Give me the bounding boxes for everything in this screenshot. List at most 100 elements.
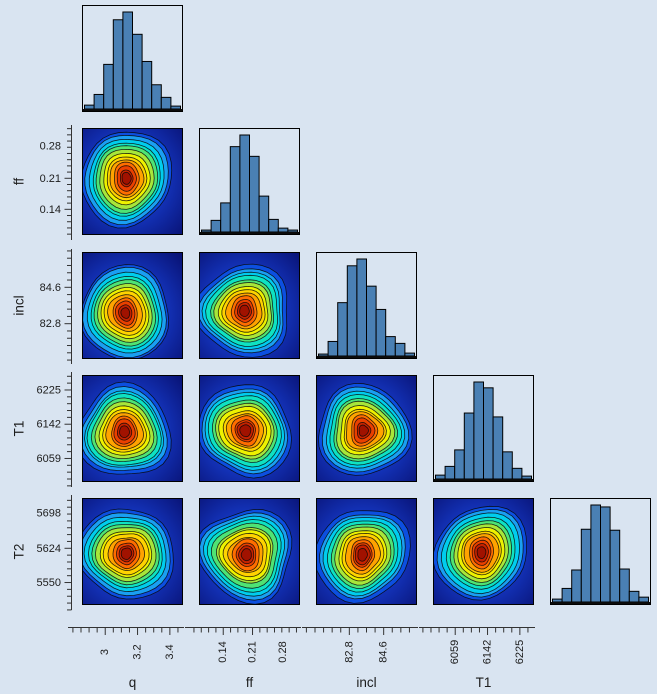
y-axis-ff: 0.14 0.21 0.28 ff — [12, 125, 72, 240]
y-axis-T1: 6059 6142 6225 T1 — [12, 372, 72, 487]
x-tick-label: 0.14 — [217, 641, 229, 662]
histogram-bar — [521, 475, 533, 480]
plot-frame — [316, 498, 417, 605]
histogram-bar — [93, 93, 105, 110]
histogram-bar — [327, 340, 339, 357]
density-incl-vs-q — [82, 252, 183, 359]
histogram-bar — [160, 96, 172, 110]
histogram-incl — [316, 252, 417, 359]
x-tick-label: 84.6 — [378, 641, 390, 662]
y-tick-label: 84.6 — [40, 282, 61, 294]
contour-level-12 — [240, 548, 252, 562]
x-tick-label: 3.4 — [164, 644, 176, 659]
histogram-bar — [122, 11, 134, 110]
histogram-baseline — [433, 479, 534, 482]
x-axis-incl: 82.8 84.6 incl — [302, 627, 418, 690]
plot-frame — [82, 5, 183, 112]
plot-frame — [82, 375, 183, 482]
y-tick-label: 5624 — [37, 543, 61, 555]
histogram-bar — [141, 60, 153, 110]
contour-rings — [316, 510, 411, 604]
histogram-T2 — [550, 498, 651, 605]
x-tick-label: 3 — [99, 649, 111, 655]
histogram-bar — [287, 229, 299, 233]
histogram-bar — [249, 155, 260, 233]
histogram-bar — [463, 412, 475, 480]
contour-rings — [433, 505, 528, 601]
histogram-bar — [552, 598, 563, 603]
histogram-bar — [356, 258, 368, 357]
plot-frame — [433, 375, 534, 482]
y-tick-label: 0.21 — [40, 173, 61, 185]
x-tick-label: 0.21 — [247, 641, 259, 662]
y-tick-label: 5550 — [37, 577, 61, 589]
histogram-bar — [404, 352, 416, 357]
contour-rings — [199, 384, 293, 479]
plot-frame — [550, 498, 651, 605]
histogram-bar — [132, 33, 143, 110]
plot-frame — [199, 252, 300, 359]
histogram-baseline — [82, 109, 183, 112]
contour-level-12 — [121, 171, 132, 185]
density-T2-vs-T1 — [433, 498, 534, 605]
y-tick-label: 6059 — [37, 453, 61, 465]
plot-frame — [316, 375, 417, 482]
histogram-bar — [454, 449, 465, 480]
y-tick-label: 82.8 — [40, 318, 61, 330]
density-T2-vs-q — [82, 498, 183, 605]
histogram-baseline — [199, 232, 300, 235]
contour-rings — [317, 382, 413, 476]
histogram-bar — [502, 451, 513, 480]
histogram-bar — [619, 568, 630, 603]
histogram-bar — [151, 84, 162, 110]
x-axis-title-incl: incl — [356, 675, 376, 690]
histogram-bar — [112, 19, 124, 110]
histogram-bar — [473, 381, 485, 480]
y-axis-title-T1: T1 — [12, 421, 27, 437]
contour-level-12 — [358, 424, 369, 437]
y-axis-incl: 82.8 84.6 incl — [12, 249, 72, 364]
histogram-bar — [609, 529, 621, 603]
y-axis-title-T2: T2 — [12, 544, 27, 560]
plot-frame — [199, 128, 300, 235]
x-axis-ff: 0.14 0.21 0.28 ff — [185, 627, 301, 690]
histogram-bar — [84, 104, 95, 110]
y-tick-label: 5698 — [37, 507, 61, 519]
x-tick-label: 82.8 — [343, 641, 355, 662]
plot-frame — [82, 252, 183, 359]
histogram-baseline — [316, 356, 417, 359]
histogram-bar — [346, 265, 358, 357]
y-axis-title-ff: ff — [12, 178, 27, 186]
histogram-T1 — [433, 375, 534, 482]
x-axis-q: 3 3.2 3.4 q — [68, 627, 184, 690]
histogram-bar — [318, 353, 329, 357]
histogram-bar — [571, 569, 582, 603]
contour-level-12 — [119, 425, 130, 439]
x-tick-label: 6142 — [482, 640, 494, 664]
histogram-bar — [511, 467, 523, 480]
density-T1-vs-q — [82, 375, 183, 482]
density-T2-vs-ff — [199, 498, 300, 605]
contour-rings — [82, 264, 170, 359]
histogram-bar — [394, 342, 406, 357]
y-tick-label: 6225 — [37, 384, 61, 396]
histogram-bar — [590, 504, 602, 603]
contour-level-12 — [476, 546, 487, 559]
histogram-bar — [210, 219, 222, 233]
plot-frame — [316, 252, 417, 359]
plot-frame — [82, 128, 183, 235]
histogram-bar — [258, 195, 270, 233]
histogram-bar — [561, 587, 573, 603]
contour-rings — [82, 381, 172, 475]
histogram-bar — [220, 202, 231, 233]
histogram-bar — [268, 218, 279, 233]
y-tick-label: 0.14 — [40, 204, 61, 216]
density-T1-vs-ff — [199, 375, 300, 482]
histogram-bar — [201, 229, 212, 233]
plot-frame — [82, 498, 183, 605]
plot-frame — [199, 375, 300, 482]
x-tick-label: 0.28 — [277, 641, 289, 662]
histogram-ff — [199, 128, 300, 235]
contour-level-12 — [239, 304, 250, 318]
